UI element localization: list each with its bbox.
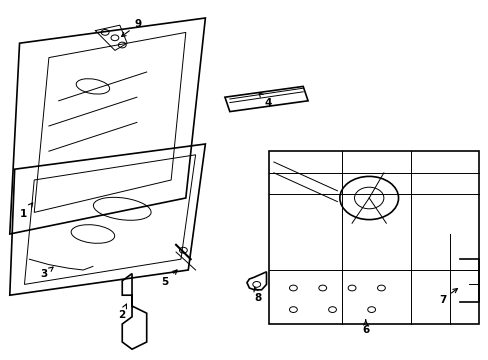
Text: 4: 4	[259, 93, 271, 108]
Text: 7: 7	[438, 289, 456, 305]
Text: 3: 3	[41, 267, 53, 279]
Text: 2: 2	[118, 304, 126, 320]
Text: 9: 9	[122, 19, 141, 36]
Text: 5: 5	[162, 270, 177, 287]
Text: 6: 6	[362, 320, 368, 336]
Text: 8: 8	[253, 287, 261, 303]
Text: 1: 1	[20, 203, 33, 219]
